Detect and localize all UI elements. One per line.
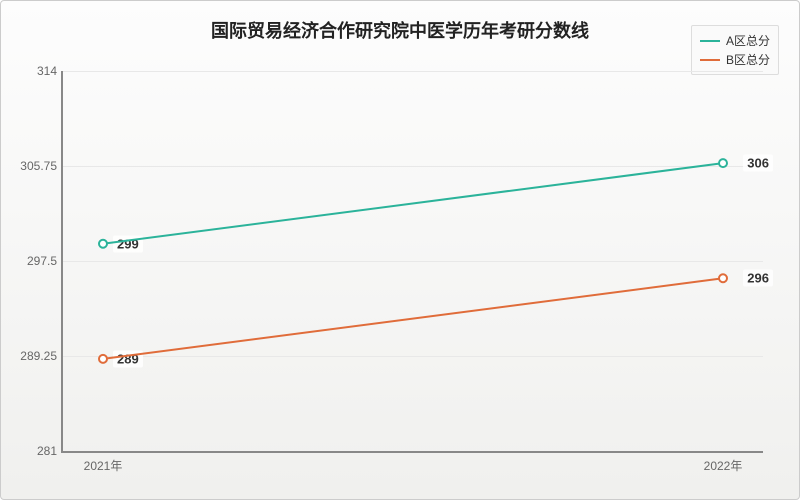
legend-swatch-b bbox=[700, 59, 720, 61]
y-tick-label: 297.5 bbox=[27, 254, 63, 268]
series-marker bbox=[719, 159, 727, 167]
y-tick-label: 305.75 bbox=[20, 159, 63, 173]
series-marker bbox=[99, 240, 107, 248]
y-tick-label: 289.25 bbox=[20, 349, 63, 363]
series-line bbox=[103, 278, 723, 359]
x-tick-label: 2022年 bbox=[704, 451, 743, 474]
series-marker bbox=[99, 355, 107, 363]
legend-label-b: B区总分 bbox=[726, 51, 770, 68]
line-layer bbox=[63, 71, 763, 451]
legend: A区总分 B区总分 bbox=[691, 25, 779, 75]
legend-item-a: A区总分 bbox=[700, 32, 770, 49]
y-tick-label: 281 bbox=[37, 444, 63, 458]
legend-swatch-a bbox=[700, 40, 720, 42]
plot-area: 281289.25297.5305.753142021年2022年2993062… bbox=[61, 71, 763, 453]
chart-title: 国际贸易经济合作研究院中医学历年考研分数线 bbox=[211, 17, 589, 43]
y-tick-label: 314 bbox=[37, 64, 63, 78]
chart-container: 国际贸易经济合作研究院中医学历年考研分数线 A区总分 B区总分 281289.2… bbox=[0, 0, 800, 500]
series-line bbox=[103, 163, 723, 244]
legend-label-a: A区总分 bbox=[726, 32, 770, 49]
legend-item-b: B区总分 bbox=[700, 51, 770, 68]
x-tick-label: 2021年 bbox=[84, 451, 123, 474]
series-marker bbox=[719, 274, 727, 282]
